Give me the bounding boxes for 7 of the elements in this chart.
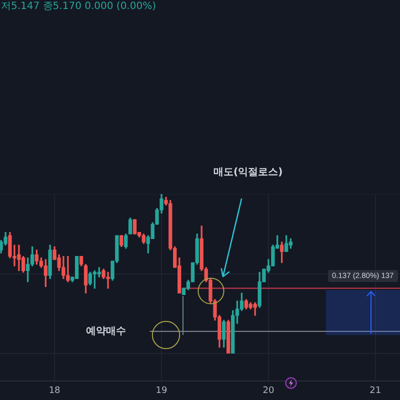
x-tick-label: 21 <box>370 386 382 396</box>
x-tick-label: 19 <box>156 386 168 396</box>
annotation: 예약매수 <box>86 326 126 338</box>
x-tick-label: 20 <box>262 386 274 396</box>
x-tick-label: 18 <box>48 386 61 396</box>
text: 저5.147 종5.170 0.000 (0.00%) <box>1 1 156 12</box>
text: 매도(익절로스) <box>214 167 283 178</box>
